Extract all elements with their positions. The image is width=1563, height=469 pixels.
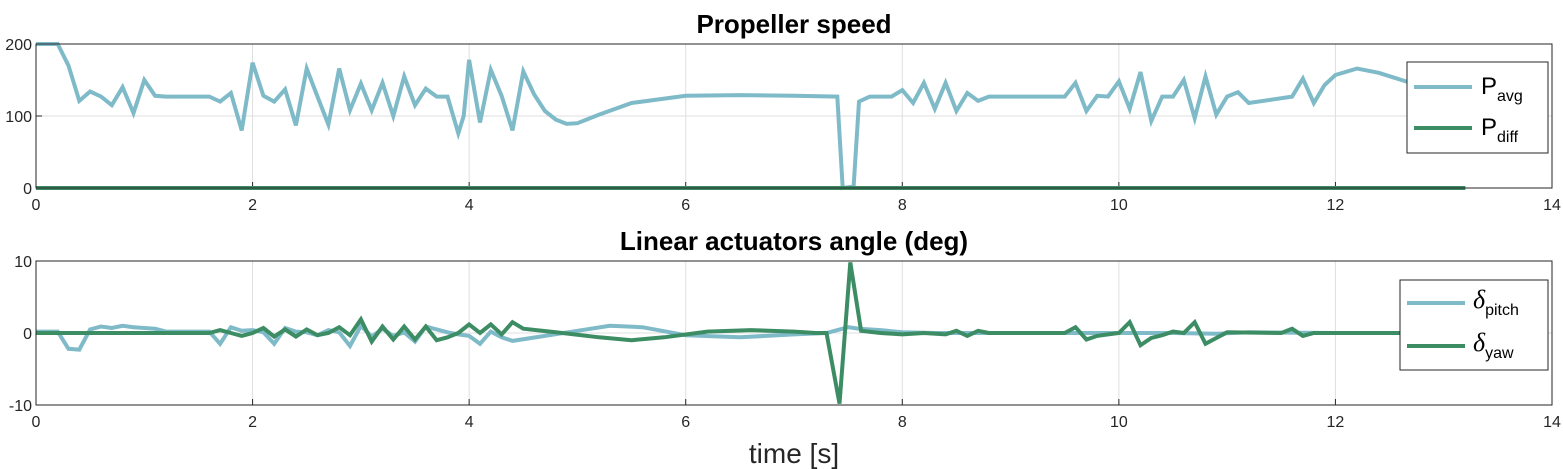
x-tick-label: 4 bbox=[465, 414, 474, 431]
legend-subscript: yaw bbox=[1485, 345, 1514, 362]
legend-name: δ bbox=[1473, 285, 1486, 314]
legend-subscript: diff bbox=[1497, 129, 1519, 146]
chart-title: Propeller speed bbox=[696, 9, 891, 39]
legend: δpitch δyaw bbox=[1399, 279, 1549, 371]
x-tick-label: 2 bbox=[248, 197, 257, 214]
x-tick-label: 14 bbox=[1543, 197, 1561, 214]
x-tick-label: 10 bbox=[1110, 197, 1128, 214]
propeller-speed-panel: 0 2 4 6 8 10 12 14 0 100 200 Propeller speed Pavg … bbox=[5, 9, 1561, 214]
legend-name: δ bbox=[1473, 328, 1486, 357]
x-tick-label: 8 bbox=[898, 414, 907, 431]
x-tick-label: 12 bbox=[1327, 414, 1345, 431]
x-tick-label: 6 bbox=[681, 414, 690, 431]
x-tick-label: 0 bbox=[32, 414, 41, 431]
x-tick-label: 4 bbox=[465, 197, 474, 214]
legend-label-delta-pitch: δpitch bbox=[1473, 285, 1519, 319]
chart-title: Linear actuators angle (deg) bbox=[620, 226, 968, 256]
legend-box bbox=[1406, 61, 1549, 154]
legend-label-p-avg: Pavg bbox=[1481, 73, 1523, 105]
y-tick-label: 10 bbox=[14, 254, 32, 271]
y-tick-label: 200 bbox=[5, 37, 32, 54]
y-tick-label: 100 bbox=[5, 109, 32, 126]
x-tick-label: 8 bbox=[898, 197, 907, 214]
legend-label-p-diff: Pdiff bbox=[1481, 114, 1519, 146]
x-tick-label: 14 bbox=[1543, 414, 1561, 431]
legend-box bbox=[1399, 279, 1549, 371]
y-tick-label: -10 bbox=[9, 398, 32, 415]
axes-box bbox=[35, 260, 1553, 406]
axes-box bbox=[35, 43, 1553, 189]
x-tick-label: 2 bbox=[248, 414, 257, 431]
legend-label-delta-yaw: δyaw bbox=[1473, 328, 1514, 362]
legend-name: P bbox=[1481, 73, 1497, 100]
y-tick-label: 0 bbox=[23, 326, 32, 343]
series-line-yaw bbox=[36, 262, 1466, 404]
legend: Pavg Pdiff bbox=[1406, 61, 1549, 154]
legend-subscript: avg bbox=[1497, 88, 1523, 105]
legend-subscript: pitch bbox=[1485, 302, 1519, 319]
legend-name: P bbox=[1481, 114, 1497, 141]
x-tick-label: 0 bbox=[32, 197, 41, 214]
x-axis-label: time [s] bbox=[749, 438, 839, 469]
series-line-avg bbox=[36, 42, 1423, 191]
x-tick-label: 12 bbox=[1327, 197, 1345, 214]
x-tick-label: 10 bbox=[1110, 414, 1128, 431]
y-tick-label: 0 bbox=[23, 181, 32, 198]
x-tick-label: 6 bbox=[681, 197, 690, 214]
